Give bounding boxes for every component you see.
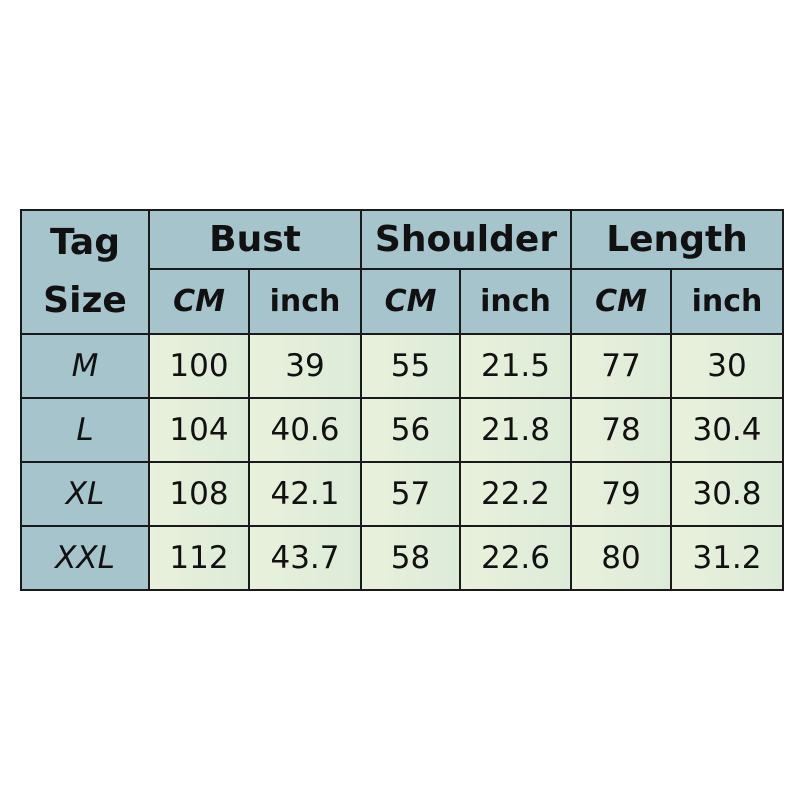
- table-row: XXL 112 43.7 58 22.6 80 31.2: [20, 525, 784, 591]
- value-cell: 21.8: [459, 397, 572, 463]
- value-cell: 78: [570, 397, 672, 463]
- table-row: XL 108 42.1 57 22.2 79 30.8: [20, 461, 784, 527]
- unit-header: inch: [670, 268, 784, 335]
- size-cell: XL: [20, 461, 150, 527]
- value-cell: 43.7: [248, 525, 362, 591]
- value-cell: 42.1: [248, 461, 362, 527]
- size-chart-table: Tag Size Bust Shoulder Length CM inch CM …: [20, 209, 784, 591]
- value-cell: 112: [148, 525, 250, 591]
- value-cell: 57: [360, 461, 461, 527]
- value-cell: 104: [148, 397, 250, 463]
- length-header: Length: [570, 209, 784, 270]
- value-cell: 58: [360, 525, 461, 591]
- unit-header: inch: [248, 268, 362, 335]
- value-cell: 30.8: [670, 461, 784, 527]
- value-cell: 56: [360, 397, 461, 463]
- unit-header: inch: [459, 268, 572, 335]
- unit-header: CM: [360, 268, 461, 335]
- size-cell: L: [20, 397, 150, 463]
- size-label: Size: [43, 280, 127, 321]
- value-cell: 100: [148, 333, 250, 399]
- value-cell: 55: [360, 333, 461, 399]
- value-cell: 30.4: [670, 397, 784, 463]
- size-cell: M: [20, 333, 150, 399]
- value-cell: 22.6: [459, 525, 572, 591]
- value-cell: 22.2: [459, 461, 572, 527]
- tag-size-header: Tag Size: [20, 209, 150, 335]
- value-cell: 77: [570, 333, 672, 399]
- value-cell: 80: [570, 525, 672, 591]
- table-row: M 100 39 55 21.5 77 30: [20, 333, 784, 399]
- value-cell: 21.5: [459, 333, 572, 399]
- value-cell: 39: [248, 333, 362, 399]
- value-cell: 79: [570, 461, 672, 527]
- value-cell: 108: [148, 461, 250, 527]
- value-cell: 40.6: [248, 397, 362, 463]
- shoulder-header: Shoulder: [360, 209, 572, 270]
- value-cell: 31.2: [670, 525, 784, 591]
- unit-header: CM: [570, 268, 672, 335]
- table-row: L 104 40.6 56 21.8 78 30.4: [20, 397, 784, 463]
- tag-label: Tag: [50, 222, 120, 263]
- unit-header: CM: [148, 268, 250, 335]
- bust-header: Bust: [148, 209, 362, 270]
- size-cell: XXL: [20, 525, 150, 591]
- value-cell: 30: [670, 333, 784, 399]
